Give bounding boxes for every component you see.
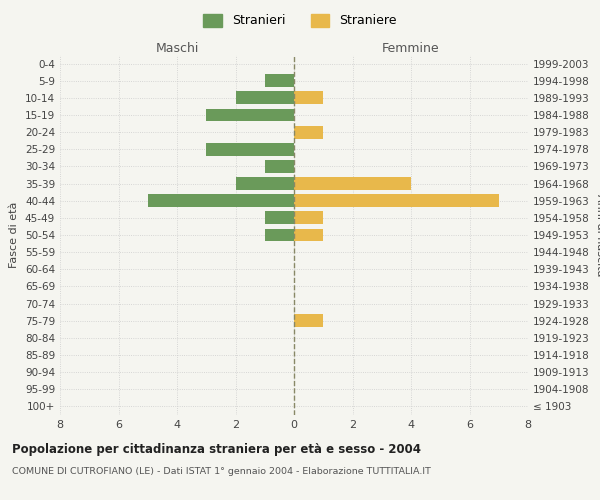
Text: Popolazione per cittadinanza straniera per età e sesso - 2004: Popolazione per cittadinanza straniera p… [12, 442, 421, 456]
Y-axis label: Anni di nascita: Anni di nascita [595, 194, 600, 276]
Bar [294, 177, 411, 190]
Bar [148, 194, 294, 207]
Bar [235, 177, 294, 190]
Text: Maschi: Maschi [155, 42, 199, 55]
Legend: Stranieri, Straniere: Stranieri, Straniere [198, 8, 402, 32]
Bar [294, 92, 323, 104]
Bar [294, 228, 323, 241]
Bar [265, 160, 294, 173]
Bar [206, 108, 294, 122]
Text: COMUNE DI CUTROFIANO (LE) - Dati ISTAT 1° gennaio 2004 - Elaborazione TUTTITALIA: COMUNE DI CUTROFIANO (LE) - Dati ISTAT 1… [12, 468, 431, 476]
Bar [265, 228, 294, 241]
Bar [294, 126, 323, 138]
Bar [265, 212, 294, 224]
Bar [235, 92, 294, 104]
Bar [294, 314, 323, 327]
Y-axis label: Fasce di età: Fasce di età [10, 202, 19, 268]
Bar [294, 194, 499, 207]
Bar [206, 143, 294, 156]
Bar [294, 212, 323, 224]
Text: Femmine: Femmine [382, 42, 440, 55]
Bar [265, 74, 294, 87]
